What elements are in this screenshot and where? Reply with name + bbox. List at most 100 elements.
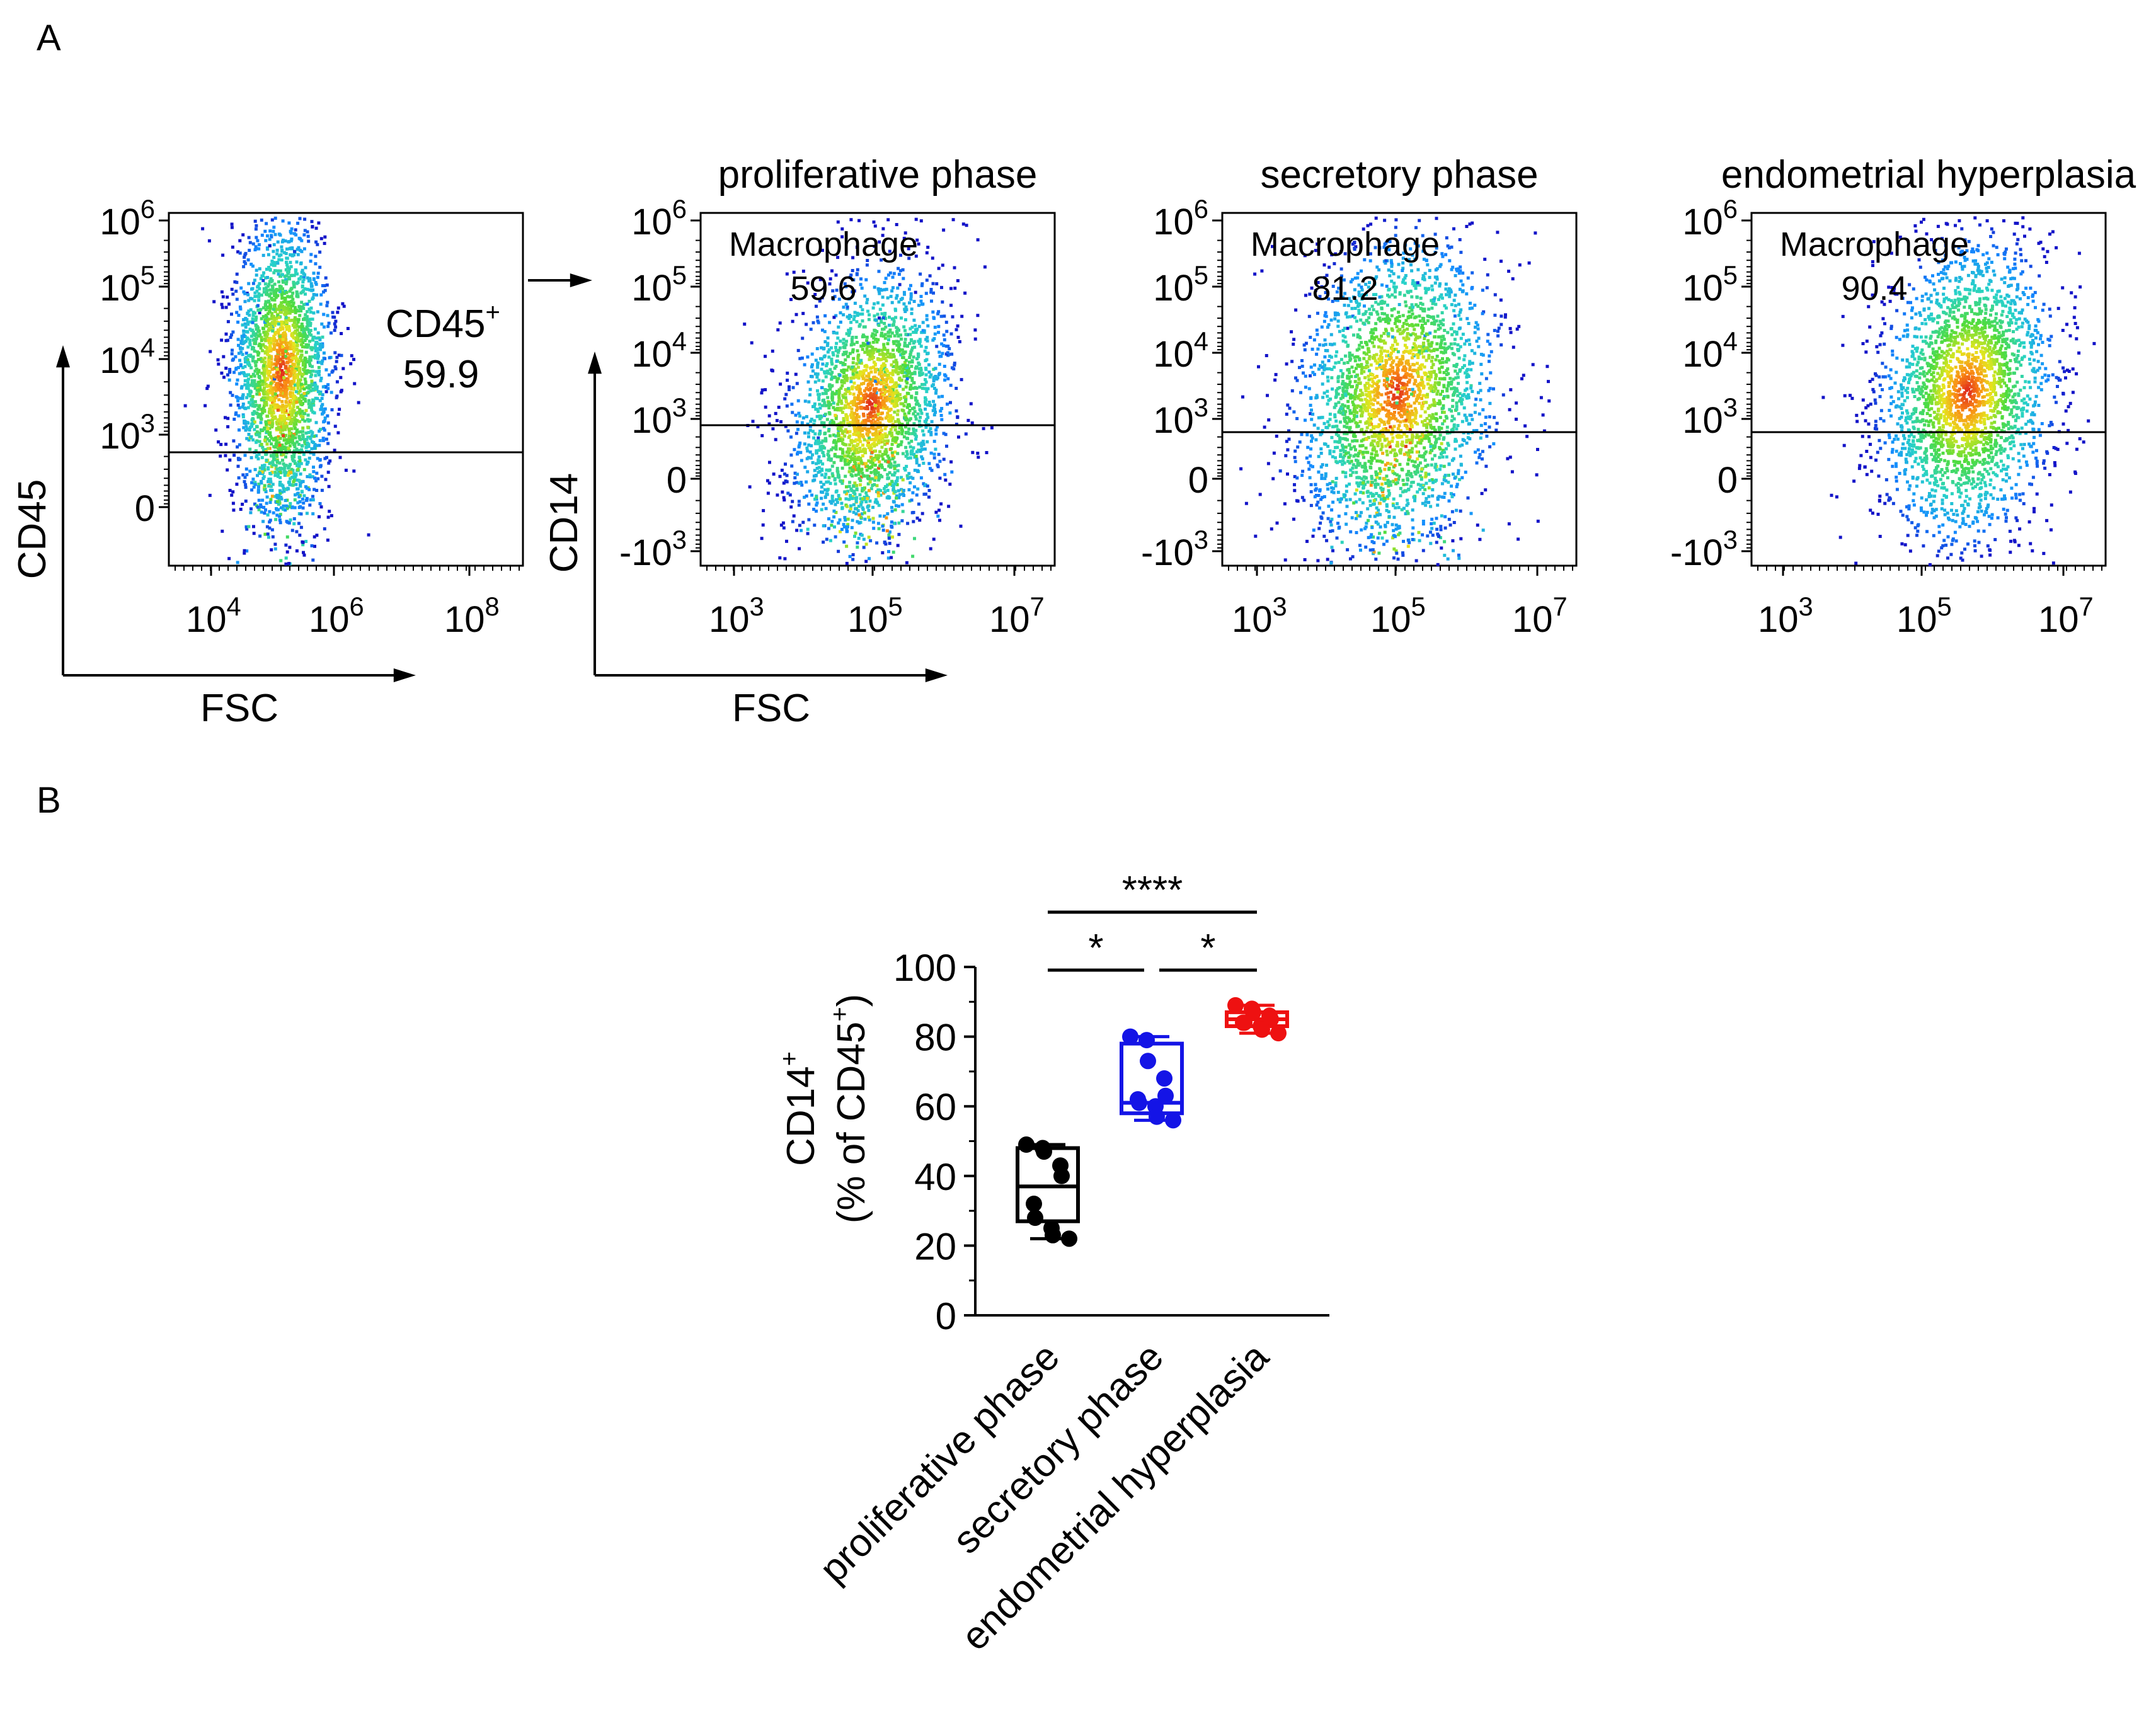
- event-dot: [856, 426, 859, 430]
- event-dot: [904, 305, 908, 309]
- event-dot: [273, 399, 277, 403]
- event-dot: [944, 433, 948, 437]
- event-dot: [891, 275, 895, 279]
- event-dot: [273, 321, 277, 324]
- event-dot: [896, 444, 900, 448]
- event-dot: [272, 315, 275, 319]
- event-dot: [264, 508, 267, 512]
- event-dot: [248, 469, 252, 473]
- event-dot: [224, 454, 227, 457]
- event-dot: [778, 321, 782, 325]
- event-dot: [820, 415, 823, 419]
- event-dot: [255, 392, 259, 396]
- event-dot: [265, 430, 269, 433]
- event-dot: [881, 401, 885, 404]
- event-dot: [276, 408, 280, 412]
- event-dot: [318, 336, 321, 340]
- event-dot: [284, 313, 287, 317]
- event-dot: [851, 256, 855, 260]
- event-dot: [304, 343, 308, 346]
- event-dot: [305, 438, 309, 441]
- event-dot: [300, 239, 304, 243]
- event-dot: [910, 365, 914, 369]
- event-dot: [932, 452, 936, 456]
- event-dot: [883, 439, 887, 443]
- event-dot: [862, 419, 866, 423]
- event-dot: [832, 460, 836, 464]
- event-dot: [902, 404, 906, 408]
- event-dot: [264, 314, 268, 317]
- event-dot: [256, 285, 260, 289]
- event-dot: [268, 526, 272, 530]
- event-dot: [267, 374, 271, 377]
- event-dot: [311, 400, 314, 404]
- event-dot: [924, 483, 927, 487]
- event-dot: [857, 402, 861, 406]
- event-dot: [858, 432, 862, 435]
- event-dot: [319, 390, 323, 394]
- event-dot: [822, 483, 825, 486]
- event-dot: [880, 428, 883, 432]
- event-dot: [275, 355, 278, 358]
- event-dot: [878, 476, 881, 480]
- event-dot: [846, 489, 850, 493]
- event-dot: [269, 382, 273, 386]
- event-dot: [860, 286, 864, 290]
- event-dot: [848, 443, 852, 447]
- event-dot: [286, 270, 290, 274]
- event-dot: [282, 489, 286, 493]
- event-dot: [243, 383, 247, 387]
- event-dot: [824, 375, 828, 379]
- event-dot: [864, 369, 868, 372]
- event-dot: [820, 473, 824, 477]
- event-dot: [920, 455, 924, 459]
- event-dot: [285, 550, 289, 554]
- event-dot: [327, 484, 331, 488]
- event-dot: [868, 448, 872, 452]
- event-dot: [265, 442, 269, 446]
- event-dot: [859, 475, 863, 479]
- event-dot: [924, 367, 928, 371]
- event-dot: [321, 393, 324, 397]
- event-dot: [304, 458, 307, 462]
- event-dot: [886, 389, 890, 393]
- event-dot: [830, 523, 834, 527]
- event-dot: [894, 480, 898, 483]
- event-dot: [836, 220, 840, 224]
- event-dot: [309, 310, 313, 314]
- event-dot: [859, 450, 863, 454]
- event-dot: [282, 486, 285, 490]
- event-dot: [282, 452, 285, 456]
- x-tick-label: 106: [309, 592, 364, 640]
- event-dot: [251, 330, 255, 334]
- event-dot: [849, 327, 852, 331]
- event-dot: [269, 409, 273, 413]
- event-dot: [884, 416, 888, 420]
- event-dot: [270, 424, 274, 428]
- event-dot: [263, 333, 267, 336]
- event-dot: [272, 457, 275, 460]
- event-dot: [314, 421, 318, 425]
- event-dot: [853, 455, 857, 459]
- event-dot: [904, 379, 908, 383]
- event-dot: [267, 466, 270, 470]
- event-dot: [819, 481, 823, 484]
- event-dot: [299, 415, 303, 418]
- event-dot: [827, 458, 830, 462]
- event-dot: [916, 403, 920, 406]
- event-dot: [841, 380, 844, 384]
- event-dot: [822, 454, 826, 457]
- event-dot: [760, 388, 764, 392]
- event-dot: [333, 328, 336, 332]
- event-cloud: [743, 217, 994, 565]
- y-axis-arrowhead: [56, 345, 70, 368]
- event-dot: [886, 334, 890, 338]
- event-dot: [895, 404, 899, 408]
- event-dot: [301, 415, 305, 419]
- event-dot: [326, 421, 330, 425]
- event-dot: [874, 348, 878, 351]
- event-dot: [263, 427, 266, 431]
- event-dot: [318, 360, 322, 364]
- event-dot: [293, 445, 297, 449]
- event-dot: [257, 299, 261, 302]
